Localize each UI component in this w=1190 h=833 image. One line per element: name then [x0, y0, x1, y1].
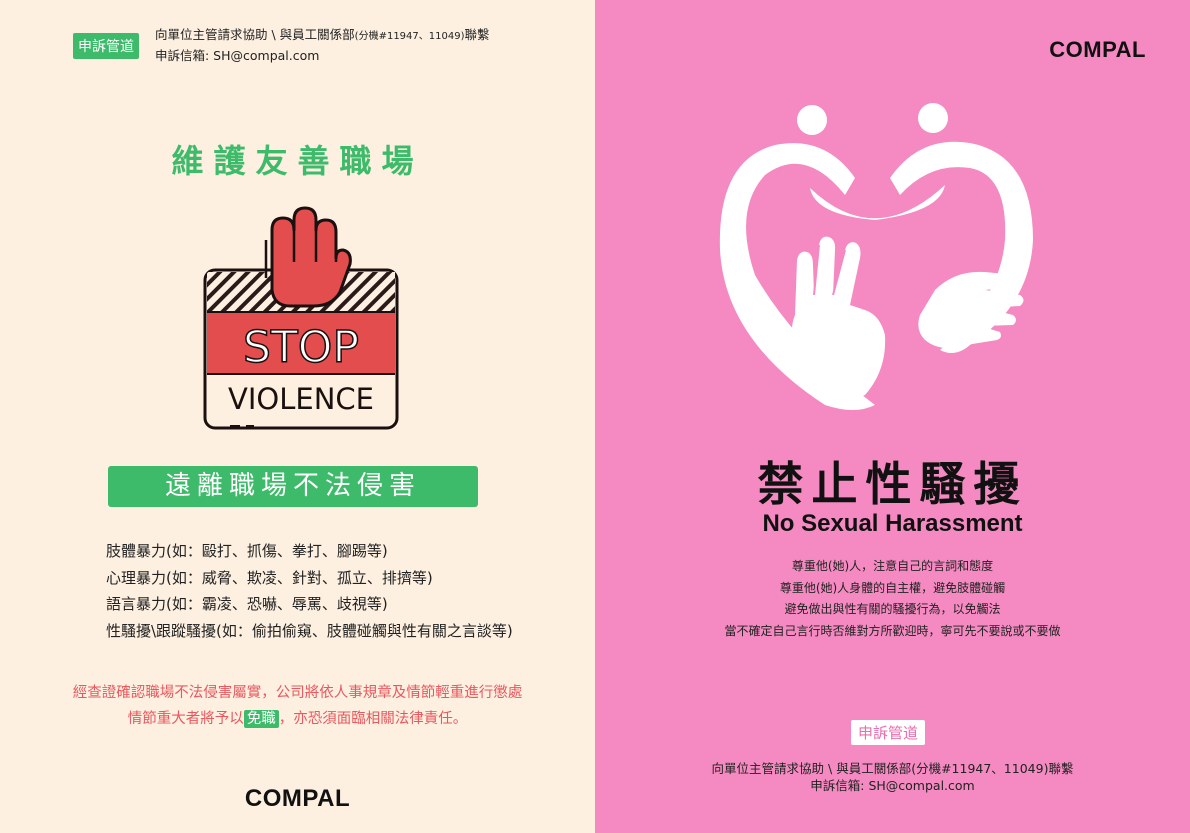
violence-types-list: 肢體暴力(如：毆打、抓傷、拳打、腳踢等) 心理暴力(如：威脅、欺凌、針對、孤立、…	[106, 538, 513, 644]
contact-email: 申訴信箱: SH@compal.com	[810, 778, 975, 793]
penalty-warning: 經查證確認職場不法侵害屬實，公司將依人事規章及情節輕重進行懲處 情節重大者將予以…	[0, 680, 595, 732]
complaint-channel-tag: 申訴管道	[73, 33, 139, 59]
contact-line-1: 向單位主管請求協助 \ 與員工關係部(分機#11947、11049)聯繫	[711, 761, 1074, 776]
stop-violence-sign: STOP VIOLENCE	[203, 206, 399, 430]
compal-logo: COMPAL	[244, 785, 351, 812]
heart-hands-icon	[719, 103, 1033, 410]
respect-rules-list: 尊重他(她)人，注意自己的言詞和態度 尊重他(她)人身體的自主權，避免肢體碰觸 …	[595, 556, 1190, 642]
list-item: 語言暴力(如：霸凌、恐嚇、辱罵、歧視等)	[106, 595, 388, 613]
no-harassment-title: 禁止性騷擾	[757, 457, 1028, 511]
compal-logo: COMPAL	[1049, 37, 1146, 62]
complaint-channel-tag: 申訴管道	[851, 720, 926, 745]
left-panel: 申訴管道 向單位主管請求協助 \ 與員工關係部(分機#11947、11049)聯…	[0, 0, 595, 833]
raised-hand-icon	[264, 206, 352, 308]
stop-text: STOP	[243, 322, 359, 373]
friendly-workplace-title: 維護友善職場	[171, 142, 424, 180]
right-head-icon	[918, 103, 948, 133]
contact-email: 申訴信箱: SH@compal.com	[155, 48, 320, 63]
contact-extension: (分機#11947、11049)	[354, 31, 465, 42]
list-item: 肢體暴力(如：毆打、抓傷、拳打、腳踢等)	[106, 542, 388, 560]
reaching-hand-icon	[918, 271, 1024, 348]
list-item: 當不確定自己言行時否維對方所歡迎時，寧可先不要說或不要做	[724, 623, 1061, 638]
contact-info-top: 向單位主管請求協助 \ 與員工關係部(分機#11947、11049)聯繫 申訴信…	[155, 25, 490, 65]
list-item: 心理暴力(如：威脅、欺凌、針對、孤立、排擠等)	[106, 568, 433, 587]
illegal-harm-banner: 遠離職場不法侵害	[108, 466, 478, 507]
list-item: 避免做出與性有關的騷擾行為，以免觸法	[784, 602, 1001, 616]
contact-line-1: 向單位主管請求協助 \ 與員工關係部(分機#11947、11049)聯繫	[155, 27, 490, 42]
list-item: 性騷擾\跟蹤騷擾(如：偷拍偷窺、肢體碰觸與性有關之言談等)	[106, 621, 513, 640]
sign-red-band	[207, 312, 395, 374]
list-item: 尊重他(她)人，注意自己的言詞和態度	[791, 559, 994, 573]
left-head-icon	[797, 105, 827, 135]
warning-line-2: 情節重大者將予以 免職 ，亦恐須面臨相關法律責任。	[127, 710, 468, 728]
no-harassment-subtitle: No Sexual Harassment	[762, 510, 1023, 537]
dismissal-highlight: 免職	[243, 710, 279, 728]
violence-text: VIOLENCE	[228, 382, 374, 416]
contact-info-bottom: 向單位主管請求協助 \ 與員工關係部(分機#11947、11049)聯繫 申訴信…	[595, 760, 1190, 794]
right-panel: COMPAL 禁止性騷擾 No Sexual Harassment 尊重他(她)…	[595, 0, 1190, 833]
warning-line-1: 經查證確認職場不法侵害屬實，公司將依人事規章及情節輕重進行懲處	[72, 685, 523, 701]
list-item: 尊重他(她)人身體的自主權，避免肢體碰觸	[779, 580, 1006, 595]
stop-hand-icon	[791, 236, 886, 402]
